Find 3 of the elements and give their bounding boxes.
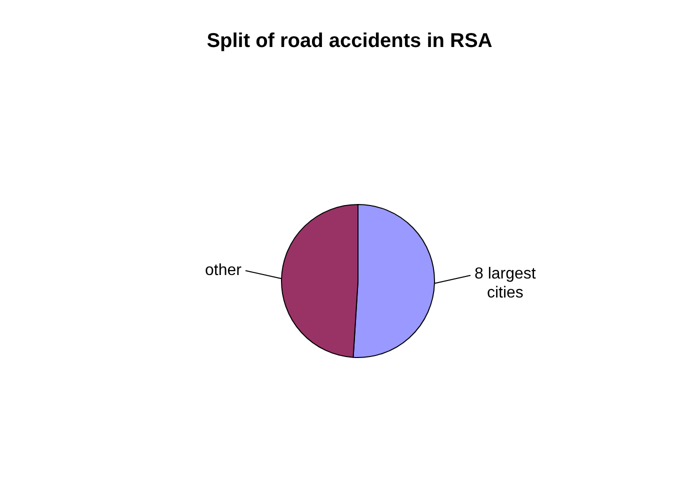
slice-label: other [205,262,242,280]
chart-title: Split of road accidents in RSA [206,30,494,53]
slice-label: 8 largest cities [474,265,536,302]
